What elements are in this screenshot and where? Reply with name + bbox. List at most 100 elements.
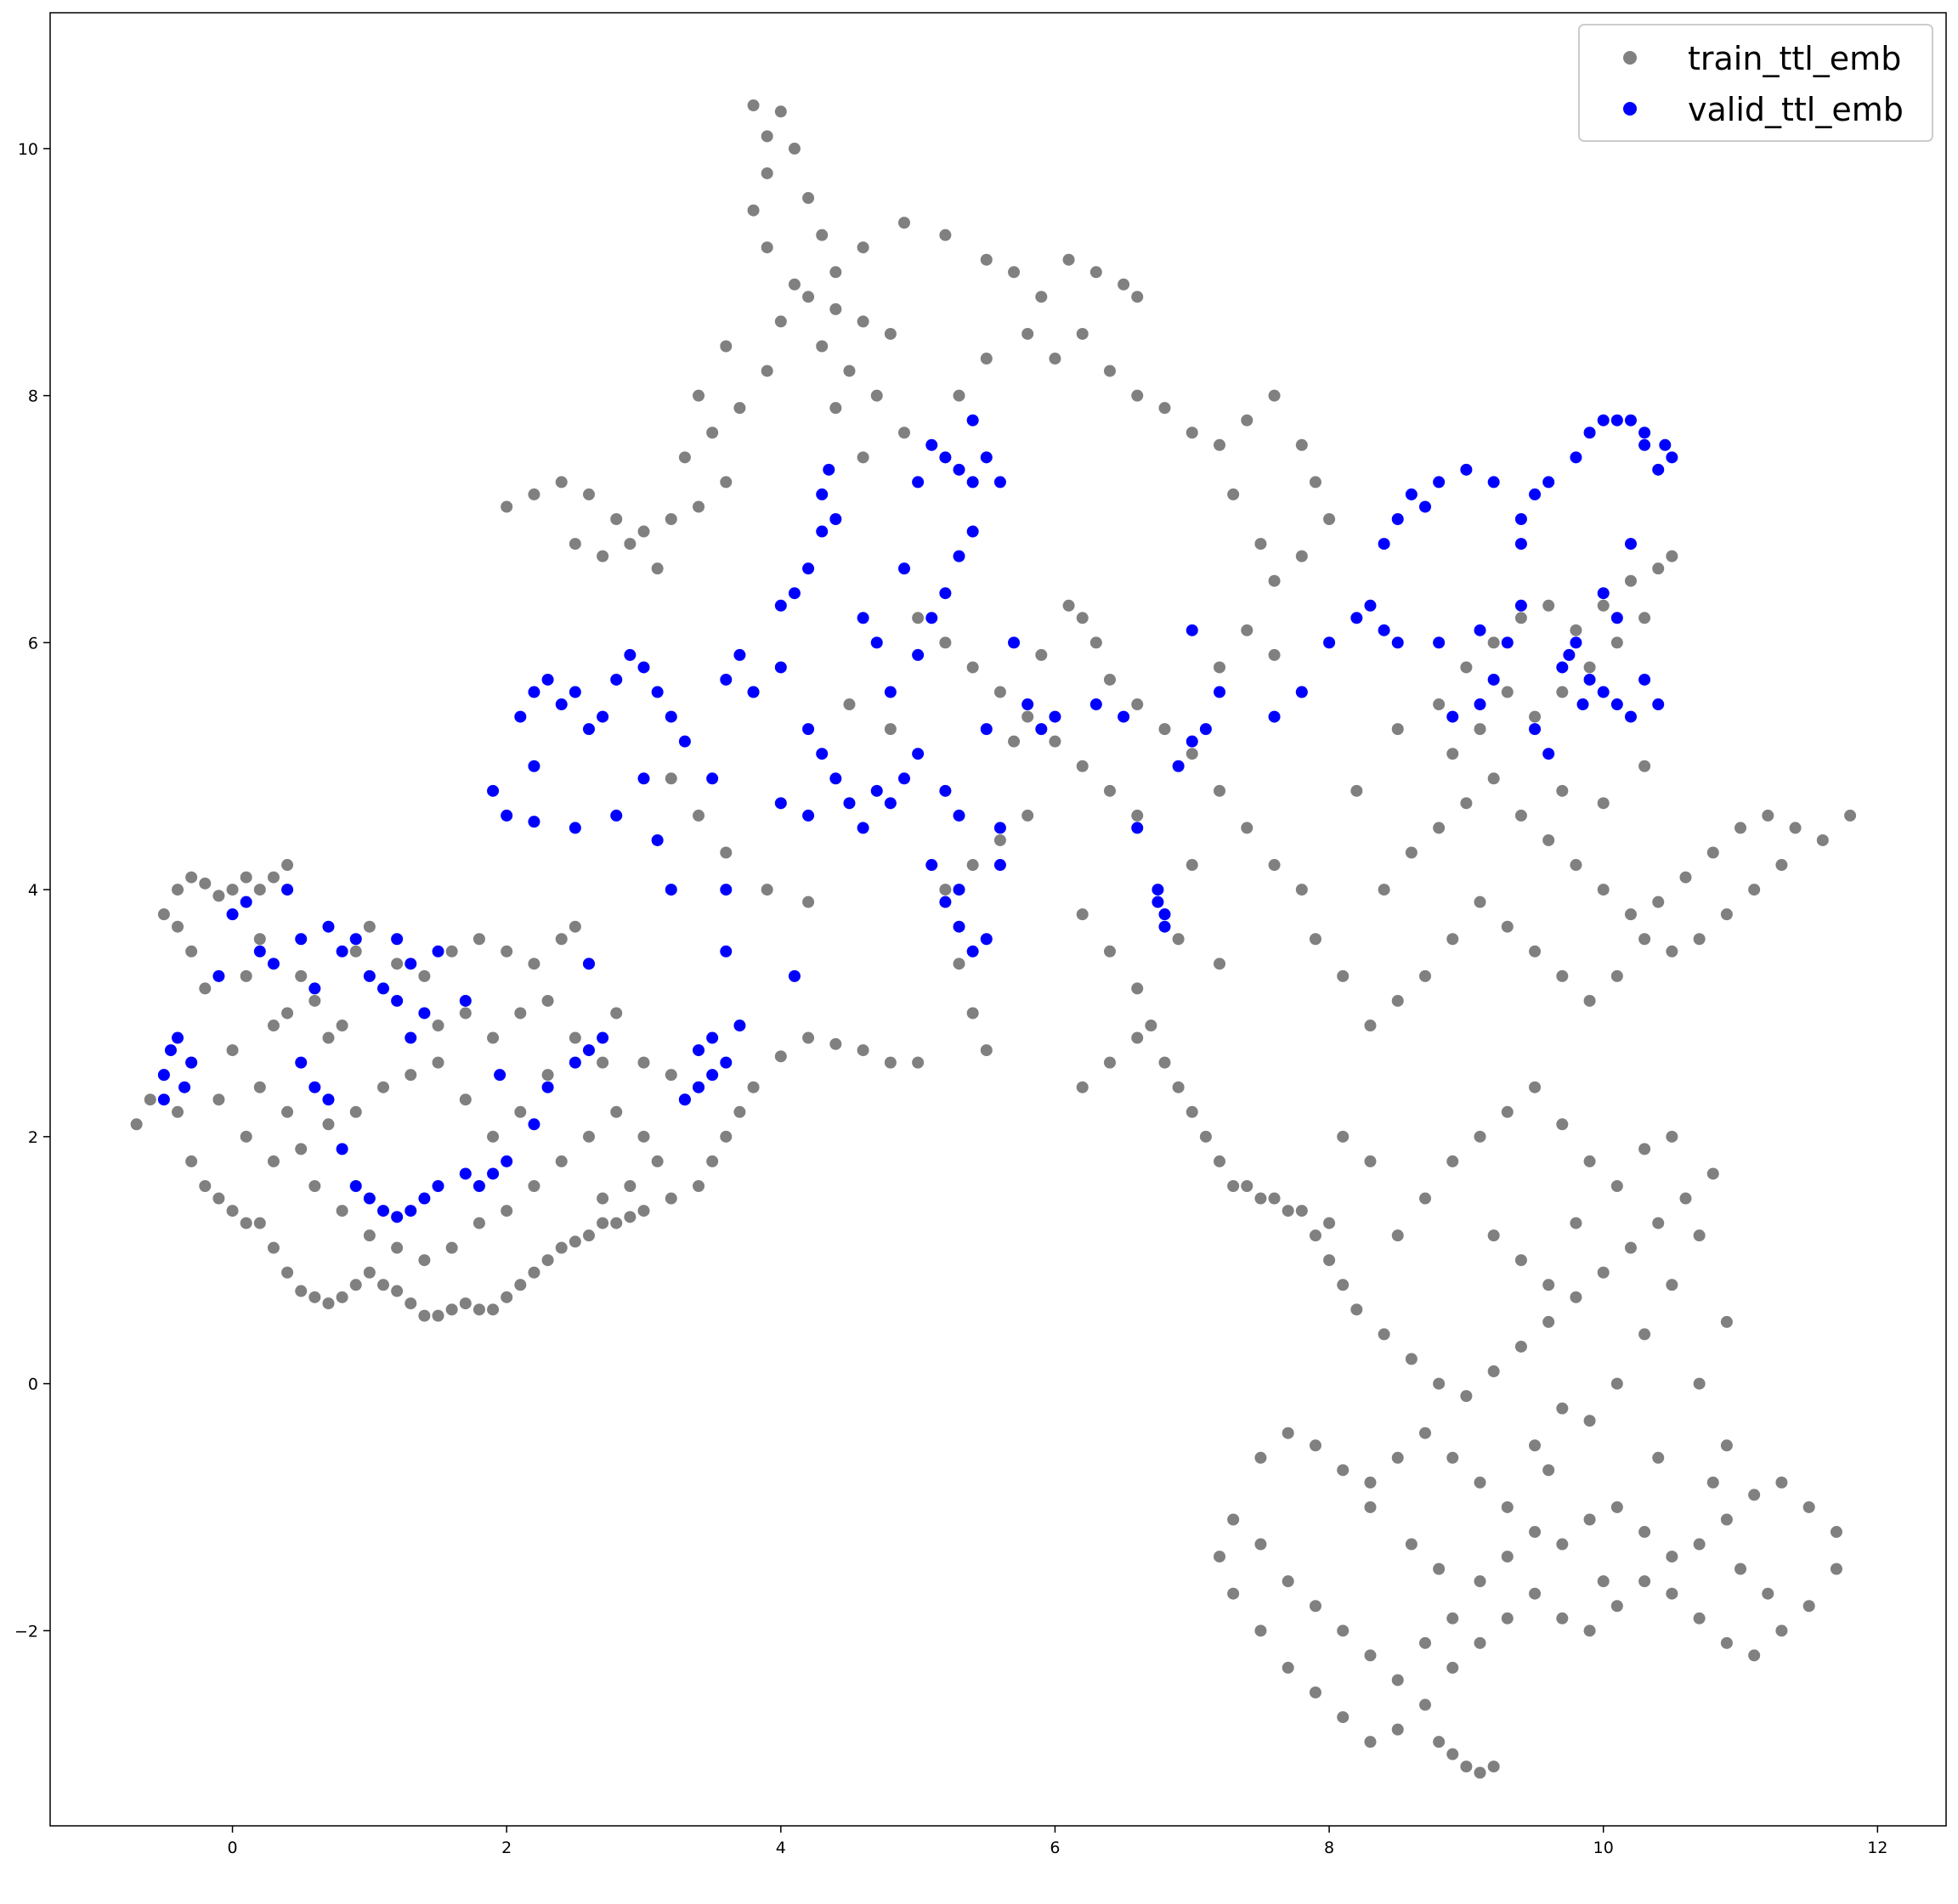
- train-point: [582, 1229, 595, 1242]
- valid-point: [993, 859, 1006, 872]
- valid-point: [1514, 538, 1527, 551]
- valid-point: [528, 760, 540, 772]
- train-point: [1610, 969, 1623, 982]
- train-point: [1556, 784, 1569, 797]
- train-point: [1391, 1229, 1404, 1242]
- valid-point: [1597, 686, 1610, 698]
- valid-point: [1666, 451, 1678, 464]
- valid-point: [1474, 698, 1486, 711]
- train-point: [1583, 994, 1596, 1007]
- train-point: [459, 1007, 472, 1020]
- train-point: [267, 1155, 280, 1167]
- train-point: [541, 1069, 554, 1082]
- train-point: [1830, 1562, 1842, 1575]
- train-point: [1597, 1266, 1610, 1279]
- valid-point: [157, 1093, 170, 1106]
- train-point: [1487, 772, 1500, 785]
- train-point: [1610, 1377, 1623, 1390]
- valid-point: [802, 723, 815, 736]
- train-point: [199, 877, 212, 890]
- train-point: [637, 525, 650, 538]
- train-point: [1364, 1476, 1377, 1489]
- train-point: [897, 427, 910, 439]
- valid-point: [1652, 698, 1665, 711]
- train-point: [733, 402, 746, 415]
- train-point: [1706, 1476, 1719, 1489]
- train-point: [569, 1235, 581, 1248]
- train-point: [1227, 1513, 1240, 1526]
- train-point: [1227, 1587, 1240, 1600]
- train-point: [514, 1279, 527, 1291]
- valid-point: [678, 735, 691, 748]
- train-point: [1830, 1526, 1842, 1539]
- train-point: [1583, 1155, 1596, 1167]
- valid-point: [966, 945, 979, 958]
- legend-label-train: train_ttl_emb: [1688, 40, 1901, 77]
- train-point: [253, 1081, 266, 1093]
- train-point: [1542, 1279, 1555, 1291]
- train-point: [569, 538, 581, 551]
- train-point: [1556, 1118, 1569, 1131]
- train-point: [1418, 1698, 1431, 1711]
- valid-point: [1021, 698, 1034, 711]
- train-point: [1227, 488, 1240, 500]
- train-point: [1762, 809, 1774, 822]
- train-point: [1679, 1192, 1692, 1205]
- train-point: [1254, 1192, 1267, 1205]
- train-point: [281, 1105, 294, 1118]
- train-point: [1309, 1439, 1321, 1452]
- train-point: [884, 723, 897, 736]
- train-point: [1542, 833, 1555, 846]
- train-point: [445, 945, 458, 958]
- valid-point: [788, 587, 801, 600]
- valid-point: [185, 1056, 198, 1069]
- valid-point: [376, 982, 389, 995]
- train-point: [1254, 1538, 1267, 1551]
- train-point: [1844, 809, 1857, 822]
- train-point: [693, 389, 705, 402]
- valid-point: [1378, 538, 1390, 551]
- train-point: [1076, 612, 1089, 624]
- train-point: [774, 105, 787, 118]
- train-point: [665, 1192, 677, 1205]
- legend-label-valid: valid_ttl_emb: [1688, 91, 1904, 128]
- train-point: [1241, 624, 1253, 636]
- x-tick-label: 12: [1867, 1839, 1887, 1857]
- valid-point: [405, 1031, 417, 1044]
- valid-point: [610, 809, 623, 822]
- train-point: [1762, 1587, 1774, 1600]
- valid-point: [157, 1069, 170, 1082]
- train-point: [1556, 686, 1569, 698]
- valid-point: [1624, 538, 1637, 551]
- train-point: [816, 340, 829, 353]
- valid-point: [1350, 612, 1363, 624]
- train-point: [349, 945, 362, 958]
- train-point: [706, 427, 719, 439]
- train-point: [1652, 896, 1665, 908]
- valid-point: [1172, 760, 1185, 772]
- train-point: [637, 1130, 650, 1143]
- valid-point: [720, 945, 733, 958]
- train-point: [199, 982, 212, 995]
- series-valid_ttl_emb: [157, 414, 1678, 1223]
- train-point: [1610, 1179, 1623, 1192]
- train-point: [1734, 1562, 1747, 1575]
- train-point: [1446, 933, 1459, 946]
- train-point: [1214, 1155, 1226, 1167]
- train-point: [678, 451, 691, 464]
- train-point: [1186, 427, 1198, 439]
- train-point: [761, 364, 773, 377]
- valid-point: [1597, 414, 1610, 427]
- train-point: [569, 920, 581, 933]
- train-point: [693, 809, 705, 822]
- train-point: [1405, 1353, 1418, 1365]
- valid-point: [405, 1205, 417, 1218]
- train-point: [802, 1031, 815, 1044]
- train-point: [1268, 389, 1281, 402]
- train-point: [1337, 1624, 1350, 1637]
- train-point: [1693, 1612, 1706, 1624]
- train-point: [1583, 1513, 1596, 1526]
- train-point: [501, 945, 513, 958]
- valid-point: [363, 969, 376, 982]
- valid-point: [1323, 636, 1336, 649]
